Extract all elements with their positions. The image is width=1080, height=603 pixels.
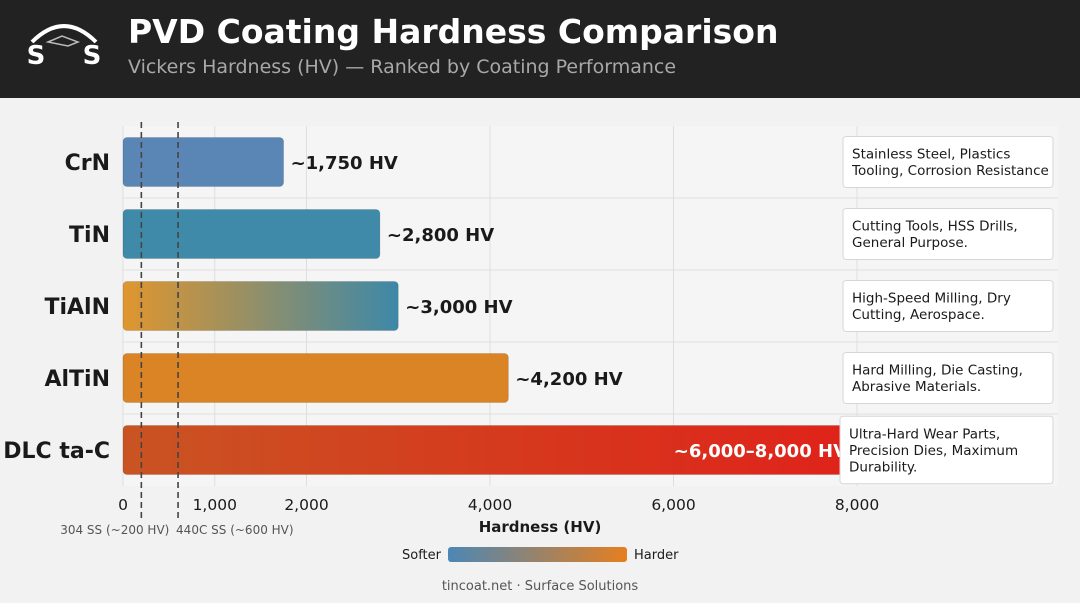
category-label: TiN bbox=[69, 223, 110, 248]
scale-low-label: Softer bbox=[402, 548, 442, 563]
page-subtitle: Vickers Hardness (HV) — Ranked by Coatin… bbox=[128, 56, 677, 78]
application-text: Precision Dies, Maximum bbox=[849, 443, 1018, 459]
x-tick-label: 2,000 bbox=[284, 496, 328, 514]
application-note bbox=[842, 352, 1054, 404]
category-label: CrN bbox=[65, 151, 110, 176]
footer-text: tincoat.net · Surface Solutions bbox=[441, 579, 639, 594]
application-text: General Purpose. bbox=[852, 235, 968, 251]
application-text: High-Speed Milling, Dry bbox=[852, 291, 1011, 307]
application-note bbox=[842, 136, 1054, 188]
application-note bbox=[839, 415, 1054, 485]
x-tick-label: 0 bbox=[118, 496, 128, 514]
application-text: Durability. bbox=[849, 459, 917, 475]
application-text: Hard Milling, Die Casting, bbox=[852, 363, 1023, 379]
x-tick-label: 8,000 bbox=[835, 496, 879, 514]
category-label: DLC ta-C bbox=[3, 439, 110, 464]
category-label: TiAlN bbox=[44, 295, 110, 320]
application-note bbox=[842, 208, 1054, 260]
application-text: Cutting Tools, HSS Drills, bbox=[852, 219, 1018, 235]
value-label: ~6,000–8,000 HV bbox=[674, 441, 847, 462]
x-tick-label: 1,000 bbox=[193, 496, 237, 514]
application-text: Cutting, Aerospace. bbox=[852, 307, 985, 323]
bar-tialn bbox=[122, 281, 399, 331]
hardness-bar-chart: CrN ~1,750 HV Stainless Steel, PlasticsToo… bbox=[3, 122, 1058, 563]
softer-harder-scale bbox=[448, 547, 627, 562]
value-label: ~1,750 HV bbox=[291, 153, 398, 174]
x-tick-label: 4,000 bbox=[468, 496, 512, 514]
bar-altin bbox=[122, 353, 509, 403]
application-text: Stainless Steel, Plastics bbox=[852, 147, 1010, 163]
value-label: ~4,200 HV bbox=[515, 369, 622, 390]
application-note bbox=[842, 280, 1054, 332]
scale-high-label: Harder bbox=[634, 548, 679, 563]
category-label: AlTiN bbox=[44, 367, 110, 392]
bar-tin bbox=[122, 209, 381, 259]
page-title: PVD Coating Hardness Comparison bbox=[128, 12, 779, 51]
svg-text:S: S bbox=[83, 41, 102, 71]
bar-crn bbox=[122, 137, 285, 187]
reference-label: 440C SS (~600 HV) bbox=[176, 523, 294, 537]
x-tick-label: 6,000 bbox=[651, 496, 695, 514]
application-text: Ultra-Hard Wear Parts, bbox=[849, 426, 1000, 442]
value-label: ~3,000 HV bbox=[405, 297, 512, 318]
svg-text:S: S bbox=[27, 41, 46, 71]
application-text: Tooling, Corrosion Resistance bbox=[851, 163, 1049, 179]
x-axis-label: Hardness (HV) bbox=[479, 518, 602, 536]
header-bar: S S PVD Coating Hardness Comparison Vick… bbox=[0, 0, 1080, 98]
value-label: ~2,800 HV bbox=[387, 225, 494, 246]
reference-label: 304 SS (~200 HV) bbox=[60, 523, 169, 537]
logo-icon: S S bbox=[27, 24, 102, 71]
application-text: Abrasive Materials. bbox=[852, 379, 981, 395]
